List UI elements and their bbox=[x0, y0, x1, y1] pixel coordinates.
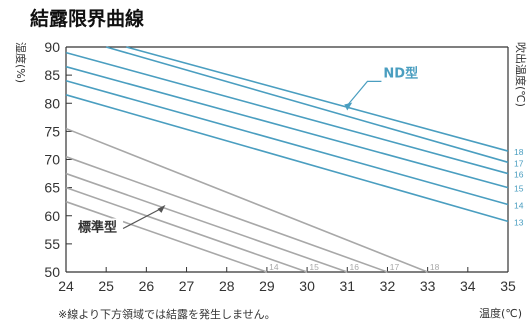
nd-series-label-13: 13 bbox=[514, 217, 524, 227]
x-tick-label: 26 bbox=[139, 278, 155, 294]
nd-series-line-13 bbox=[65, 94, 509, 223]
nd-type-label: ND型 bbox=[383, 65, 418, 81]
nd-series-line-16 bbox=[65, 51, 509, 175]
y-tick-label: 75 bbox=[44, 123, 60, 139]
y-tick-label: 60 bbox=[44, 208, 60, 224]
nd-series-line-18 bbox=[126, 46, 509, 152]
nd-callout-arrowhead bbox=[344, 102, 353, 111]
right-axis-title: 吹出温度(℃) bbox=[514, 42, 528, 107]
y-tick-label: 55 bbox=[44, 236, 60, 252]
x-tick-label: 32 bbox=[380, 278, 396, 294]
x-tick-label: 25 bbox=[98, 278, 114, 294]
nd-series-line-17 bbox=[105, 46, 509, 164]
x-tick-label: 30 bbox=[299, 278, 315, 294]
y-tick-label: 65 bbox=[44, 180, 60, 196]
standard-series-label-14: 14 bbox=[269, 262, 279, 272]
nd-callout-line bbox=[346, 80, 382, 106]
standard-series-line-18 bbox=[65, 127, 428, 273]
standard-series-label-15: 15 bbox=[309, 262, 319, 272]
nd-series-label-15: 15 bbox=[514, 184, 524, 194]
nd-series-label-16: 16 bbox=[514, 170, 524, 180]
standard-series-line-14 bbox=[65, 200, 268, 273]
standard-callout-arrowhead bbox=[157, 204, 166, 213]
y-tick-label: 85 bbox=[44, 67, 60, 83]
nd-series-line-15 bbox=[65, 65, 509, 189]
x-tick-label: 34 bbox=[460, 278, 476, 294]
x-tick-label: 28 bbox=[219, 278, 235, 294]
standard-series-label-16: 16 bbox=[350, 262, 360, 272]
chart-title: 結露限界曲線 bbox=[30, 7, 144, 30]
nd-series-label-17: 17 bbox=[514, 158, 524, 168]
chart-note: ※線より下方領域では結露を発生しません。 bbox=[58, 307, 276, 321]
nd-series-label-14: 14 bbox=[514, 201, 524, 211]
x-tick-label: 29 bbox=[259, 278, 275, 294]
x-tick-label: 31 bbox=[339, 278, 355, 294]
x-tick-label: 33 bbox=[420, 278, 436, 294]
x-tick-label: 27 bbox=[179, 278, 195, 294]
y-tick-label: 70 bbox=[44, 152, 60, 168]
y-tick-label: 80 bbox=[44, 95, 60, 111]
standard-type-label: 標準型 bbox=[78, 220, 117, 236]
y-axis-title: 湿度(%) bbox=[14, 42, 28, 83]
y-tick-label: 50 bbox=[44, 264, 60, 280]
standard-series-line-15 bbox=[65, 186, 308, 273]
standard-series-line-17 bbox=[65, 155, 388, 273]
x-tick-label: 35 bbox=[500, 278, 516, 294]
standard-series-line-16 bbox=[65, 172, 348, 273]
nd-series-label-18: 18 bbox=[514, 147, 524, 157]
standard-series-label-17: 17 bbox=[390, 262, 400, 272]
standard-type-label-bg bbox=[75, 218, 124, 237]
x-tick-label: 24 bbox=[58, 278, 74, 294]
x-axis-title: 温度(℃) bbox=[479, 306, 522, 320]
y-tick-label: 90 bbox=[44, 39, 60, 55]
standard-series-label-18: 18 bbox=[430, 262, 440, 272]
standard-callout-line bbox=[122, 207, 163, 230]
nd-series-line-14 bbox=[65, 79, 509, 206]
